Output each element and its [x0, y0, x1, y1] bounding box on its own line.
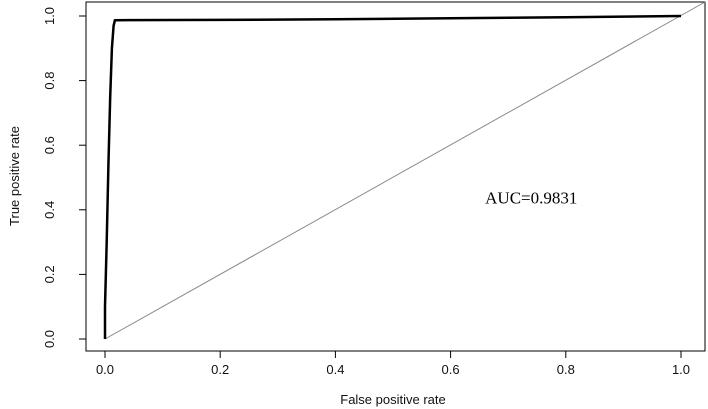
y-tick-label: 0.4 [42, 201, 57, 219]
y-axis-ticks: 0.0 0.2 0.4 0.6 0.8 1.0 [42, 7, 86, 348]
y-axis-title: True positive rate [7, 126, 22, 226]
y-tick-label: 1.0 [42, 7, 57, 25]
x-axis-title: False positive rate [340, 392, 446, 407]
roc-curve-line [103, 14, 682, 339]
x-tick-label: 0.6 [442, 362, 460, 377]
x-tick-label: 0.4 [326, 362, 344, 377]
reference-diagonal-line [104, 1, 706, 340]
y-tick-label: 0.2 [42, 265, 57, 283]
x-tick-label: 0.2 [211, 362, 229, 377]
y-tick-label: 0.0 [42, 330, 57, 348]
y-tick-label: 0.8 [42, 72, 57, 90]
auc-annotation: AUC=0.9831 [485, 188, 577, 207]
y-tick-label: 0.6 [42, 136, 57, 154]
x-axis-ticks: 0.0 0.2 0.4 0.6 0.8 1.0 [96, 351, 690, 377]
x-tick-label: 0.0 [96, 362, 114, 377]
x-tick-label: 1.0 [672, 362, 690, 377]
plot-area-frame [85, 1, 706, 352]
plot-layer [103, 1, 706, 340]
x-tick-label: 0.8 [557, 362, 575, 377]
